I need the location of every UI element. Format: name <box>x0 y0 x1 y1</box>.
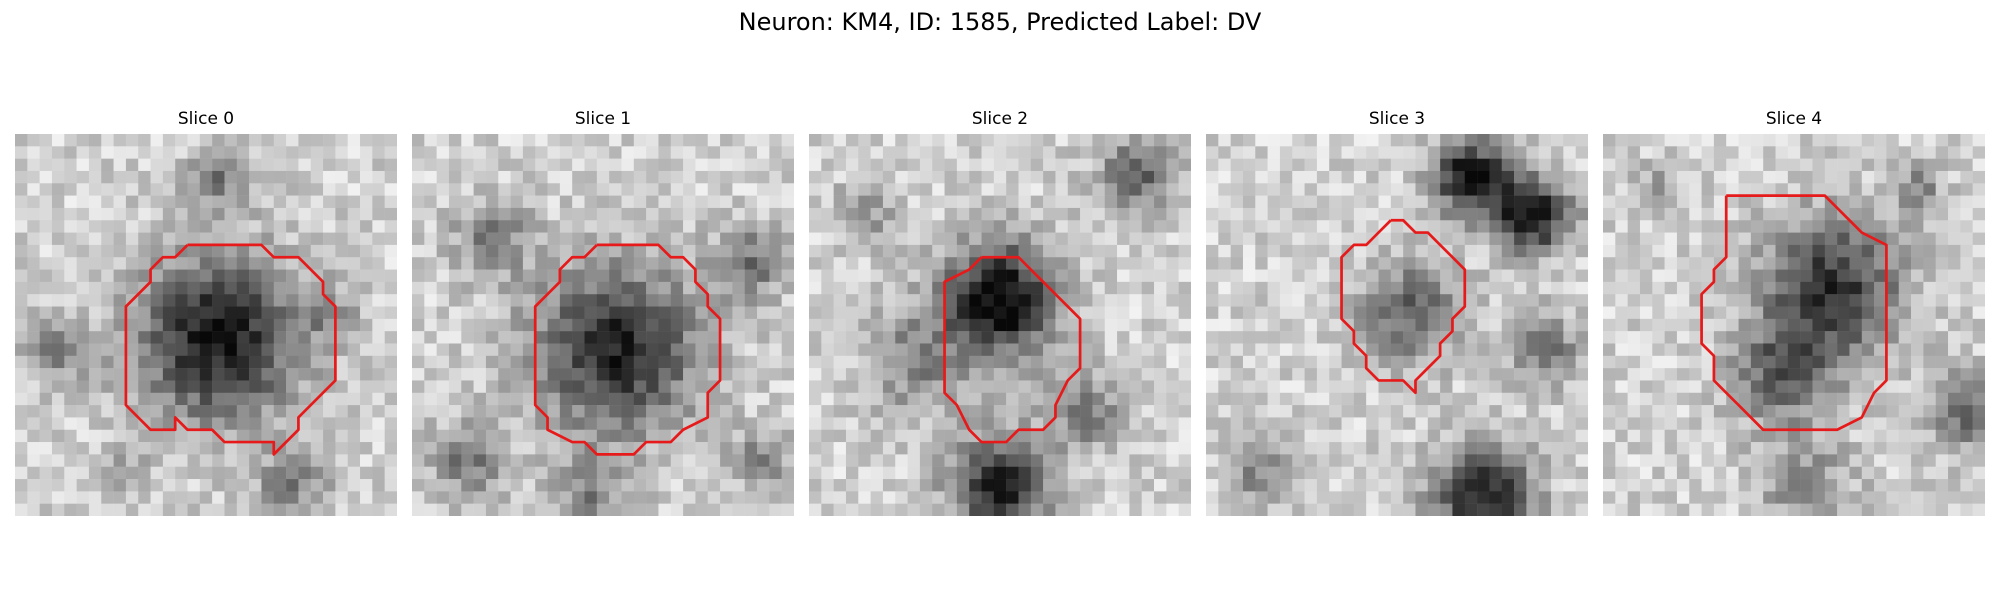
slice-title: Slice 3 <box>1368 109 1426 129</box>
slice-panel-3: Slice 3 <box>1206 108 1588 516</box>
roi-contour <box>1340 218 1467 395</box>
roi-contour <box>533 243 722 456</box>
slice-image <box>809 134 1191 516</box>
slice-image <box>15 134 397 516</box>
slice-panel-4: Slice 4 <box>1603 108 1985 516</box>
slice-title: Slice 2 <box>971 109 1029 129</box>
slice-panel-1: Slice 1 <box>412 108 794 516</box>
slice-image <box>1603 134 1985 516</box>
slice-panel-2: Slice 2 <box>809 108 1191 516</box>
roi-contour <box>943 255 1082 444</box>
slice-image <box>1206 134 1588 516</box>
roi-contour <box>124 243 337 456</box>
figure-title: Neuron: KM4, ID: 1585, Predicted Label: … <box>738 8 1262 36</box>
roi-contour <box>1700 194 1888 432</box>
slice-image <box>412 134 794 516</box>
slice-title: Slice 1 <box>574 109 632 129</box>
slice-title: Slice 0 <box>177 109 235 129</box>
slice-title: Slice 4 <box>1765 109 1823 129</box>
slice-panel-0: Slice 0 <box>15 108 397 516</box>
